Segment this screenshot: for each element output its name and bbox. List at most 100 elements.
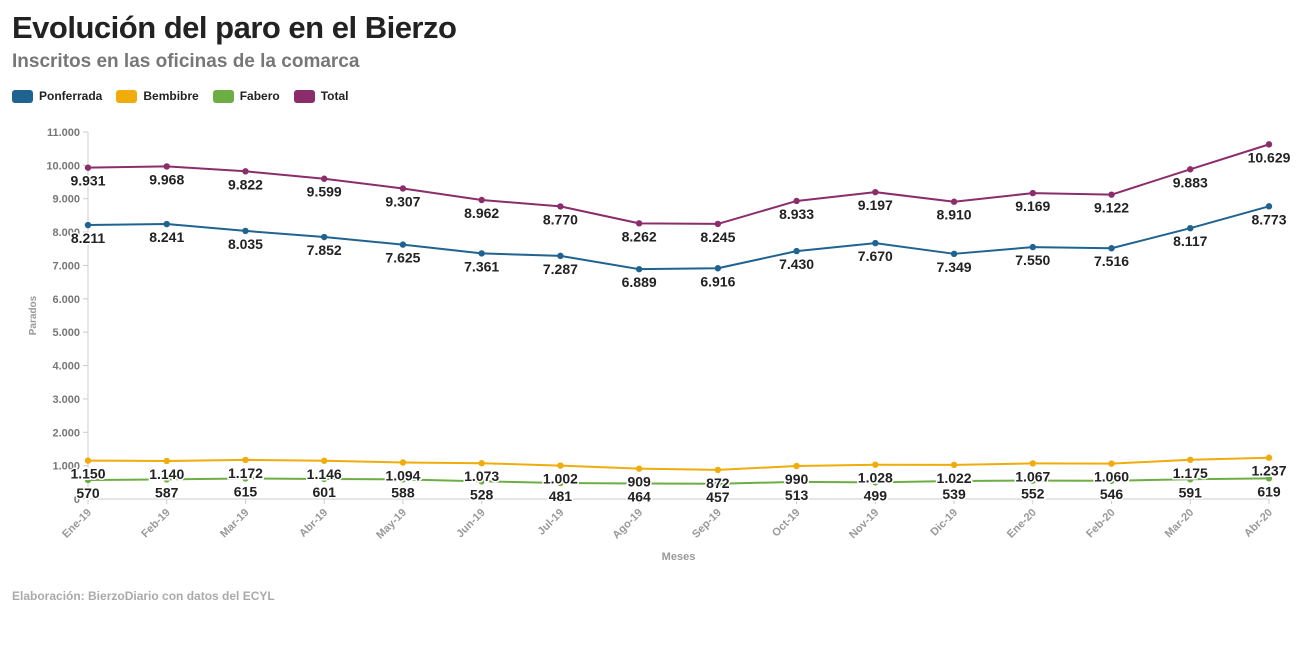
source-footer: Elaboración: BierzoDiario con datos del …	[12, 589, 275, 603]
data-label-bembibre: 1.237	[1251, 463, 1286, 479]
point-bembibre	[321, 457, 328, 464]
point-bembibre	[1187, 456, 1194, 463]
data-label-total: 8.245	[700, 229, 735, 245]
data-label-ponferrada: 7.349	[937, 259, 972, 275]
point-total	[714, 220, 722, 228]
x-tick-label: Feb-20	[1084, 507, 1118, 541]
data-label-ponferrada: 7.625	[385, 250, 420, 266]
point-ponferrada	[163, 220, 170, 228]
x-tick-label: Jun-19	[454, 507, 488, 541]
data-label-total: 9.169	[1015, 198, 1050, 214]
data-label-bembibre: 1.175	[1173, 465, 1208, 481]
data-label-total: 9.599	[307, 184, 342, 200]
data-label-fabero: 513	[785, 487, 809, 503]
point-ponferrada	[872, 239, 879, 247]
data-label-ponferrada: 7.516	[1094, 253, 1129, 269]
series-line-ponferrada	[87, 205, 1270, 271]
point-total	[478, 196, 485, 204]
x-tick-label: Ago-19	[610, 507, 645, 542]
data-label-bembibre: 872	[706, 475, 730, 491]
data-label-bembibre: 1.172	[228, 465, 263, 481]
legend: Ponferrada Bembibre Fabero Total	[12, 89, 349, 103]
y-tick-label: 11.000	[47, 127, 80, 139]
point-total	[163, 163, 170, 170]
legend-item-fabero[interactable]: Fabero	[212, 89, 280, 103]
data-label-ponferrada: 8.117	[1173, 233, 1207, 249]
x-tick-label: May-19	[374, 507, 409, 542]
x-tick-label: Oct-19	[770, 507, 803, 540]
data-label-total: 9.931	[70, 173, 105, 189]
point-bembibre	[242, 456, 249, 464]
data-label-fabero: 615	[234, 483, 258, 499]
y-tick-label: 10.000	[46, 160, 80, 172]
legend-item-bembibre[interactable]: Bembibre	[116, 89, 199, 103]
point-bembibre	[1108, 460, 1115, 467]
data-label-bembibre: 1.067	[1015, 468, 1050, 484]
data-label-ponferrada: 8.211	[71, 230, 105, 246]
point-fabero	[399, 476, 407, 483]
data-label-bembibre: 1.073	[464, 468, 499, 484]
data-label-ponferrada: 7.430	[779, 256, 814, 272]
data-label-fabero: 588	[391, 484, 415, 500]
point-total	[557, 203, 564, 210]
point-fabero	[1108, 477, 1115, 484]
point-total	[793, 197, 800, 205]
legend-label-fabero: Fabero	[239, 89, 280, 103]
x-tick-label: Dic-19	[928, 507, 960, 539]
data-label-total: 8.262	[622, 228, 657, 244]
data-label-ponferrada: 7.670	[858, 248, 893, 264]
data-label-fabero: 552	[1021, 486, 1045, 502]
data-label-fabero: 601	[313, 484, 337, 500]
data-label-total: 9.822	[228, 176, 263, 192]
point-bembibre	[950, 461, 958, 469]
series-lines	[87, 143, 1270, 485]
legend-item-ponferrada[interactable]: Ponferrada	[12, 89, 102, 103]
point-total	[84, 164, 92, 171]
data-label-ponferrada: 7.287	[543, 261, 578, 277]
point-ponferrada	[793, 247, 800, 255]
point-bembibre	[714, 466, 722, 474]
data-label-ponferrada: 7.550	[1015, 252, 1050, 268]
point-ponferrada	[84, 221, 92, 229]
point-fabero	[242, 475, 249, 482]
y-tick-label: 4.000	[52, 361, 80, 373]
data-label-total: 9.197	[858, 197, 893, 213]
point-ponferrada	[950, 250, 958, 258]
chart-title: Evolución del paro en el Bierzo	[12, 10, 457, 45]
data-label-bembibre: 1.002	[543, 471, 578, 487]
series-line-bembibre	[87, 456, 1270, 471]
data-label-ponferrada: 8.035	[228, 236, 263, 252]
y-tick-label: 9.000	[52, 194, 80, 206]
point-ponferrada	[321, 233, 328, 241]
data-label-fabero: 546	[1100, 486, 1124, 502]
data-label-fabero: 481	[549, 488, 573, 504]
x-tick-label: Abr-19	[297, 507, 330, 540]
data-label-total: 8.933	[779, 206, 814, 222]
data-label-ponferrada: 7.361	[464, 258, 499, 274]
x-tick-label: Abr-20	[1242, 507, 1275, 540]
point-ponferrada	[714, 265, 722, 272]
y-tick-label: 7.000	[52, 260, 80, 272]
point-fabero	[557, 479, 564, 487]
point-bembibre	[399, 459, 407, 466]
data-label-bembibre: 1.150	[70, 466, 105, 482]
point-ponferrada	[557, 252, 564, 260]
data-label-bembibre: 1.028	[858, 470, 893, 486]
data-label-bembibre: 990	[785, 471, 809, 487]
data-label-fabero: 464	[627, 489, 651, 505]
chart-subtitle: Inscritos en las oficinas de la comarca	[12, 51, 360, 72]
data-label-total: 9.883	[1173, 174, 1208, 190]
data-label-ponferrada: 6.916	[700, 273, 735, 289]
data-label-total: 9.122	[1094, 200, 1129, 216]
data-label-fabero: 570	[76, 485, 100, 501]
data-label-fabero: 499	[864, 487, 888, 503]
legend-item-total[interactable]: Total	[293, 89, 349, 103]
data-label-total: 9.307	[385, 193, 420, 209]
point-ponferrada	[478, 250, 485, 257]
x-tick-label: Sep-19	[690, 507, 724, 541]
data-labels: 8.211 8.241 8.035 7.852 7.625 7.361 7.287 6.889…	[69, 148, 1292, 506]
data-label-fabero: 591	[1179, 484, 1203, 500]
y-tick-label: 2.000	[52, 427, 80, 439]
point-fabero	[321, 475, 328, 483]
